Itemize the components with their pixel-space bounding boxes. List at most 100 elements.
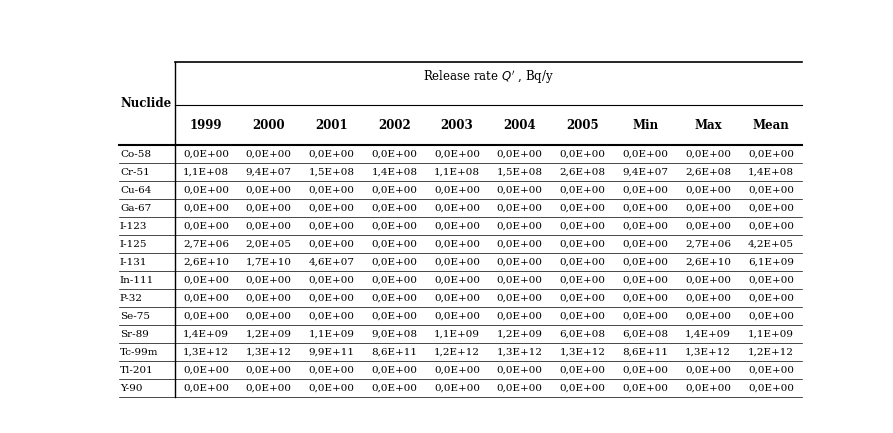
Text: 1,4E+08: 1,4E+08	[748, 168, 794, 177]
Text: 0,0E+00: 0,0E+00	[685, 312, 731, 321]
Text: Mean: Mean	[753, 119, 789, 132]
Text: 1,4E+08: 1,4E+08	[371, 168, 417, 177]
Text: 1,4E+09: 1,4E+09	[685, 330, 731, 339]
Text: 0,0E+00: 0,0E+00	[560, 240, 605, 249]
Text: 1,2E+12: 1,2E+12	[434, 348, 480, 357]
Text: 0,0E+00: 0,0E+00	[183, 294, 229, 303]
Text: 1,2E+12: 1,2E+12	[748, 348, 794, 357]
Text: Cu-64: Cu-64	[120, 186, 151, 195]
Text: 0,0E+00: 0,0E+00	[622, 204, 668, 213]
Text: 4,6E+07: 4,6E+07	[309, 258, 355, 267]
Text: 0,0E+00: 0,0E+00	[685, 150, 731, 159]
Text: 0,0E+00: 0,0E+00	[309, 204, 355, 213]
Text: I-123: I-123	[120, 222, 147, 231]
Text: 2000: 2000	[253, 119, 285, 132]
Text: 1,1E+09: 1,1E+09	[309, 330, 355, 339]
Text: 0,0E+00: 0,0E+00	[183, 186, 229, 195]
Text: Ga-67: Ga-67	[120, 204, 151, 213]
Text: 0,0E+00: 0,0E+00	[434, 186, 480, 195]
Text: 0,0E+00: 0,0E+00	[183, 276, 229, 285]
Text: 2,6E+10: 2,6E+10	[685, 258, 731, 267]
Text: Max: Max	[695, 119, 722, 132]
Text: 0,0E+00: 0,0E+00	[622, 312, 668, 321]
Text: 0,0E+00: 0,0E+00	[434, 312, 480, 321]
Text: 0,0E+00: 0,0E+00	[560, 294, 605, 303]
Text: 0,0E+00: 0,0E+00	[497, 240, 543, 249]
Text: 0,0E+00: 0,0E+00	[497, 186, 543, 195]
Text: 0,0E+00: 0,0E+00	[371, 258, 417, 267]
Text: 0,0E+00: 0,0E+00	[685, 366, 731, 375]
Text: 0,0E+00: 0,0E+00	[560, 204, 605, 213]
Text: I-131: I-131	[120, 258, 147, 267]
Text: 0,0E+00: 0,0E+00	[371, 312, 417, 321]
Text: 0,0E+00: 0,0E+00	[371, 186, 417, 195]
Text: 0,0E+00: 0,0E+00	[371, 222, 417, 231]
Text: 0,0E+00: 0,0E+00	[309, 150, 355, 159]
Text: 0,0E+00: 0,0E+00	[309, 384, 355, 393]
Text: 1,1E+08: 1,1E+08	[183, 168, 229, 177]
Text: 1,3E+12: 1,3E+12	[497, 348, 543, 357]
Text: 0,0E+00: 0,0E+00	[497, 312, 543, 321]
Text: 0,0E+00: 0,0E+00	[685, 186, 731, 195]
Text: 0,0E+00: 0,0E+00	[560, 186, 605, 195]
Text: 0,0E+00: 0,0E+00	[748, 204, 794, 213]
Text: 0,0E+00: 0,0E+00	[748, 186, 794, 195]
Text: 0,0E+00: 0,0E+00	[748, 150, 794, 159]
Text: 0,0E+00: 0,0E+00	[246, 186, 292, 195]
Text: 0,0E+00: 0,0E+00	[622, 384, 668, 393]
Text: 0,0E+00: 0,0E+00	[622, 366, 668, 375]
Text: 1,3E+12: 1,3E+12	[685, 348, 731, 357]
Text: 9,4E+07: 9,4E+07	[622, 168, 668, 177]
Text: 4,2E+05: 4,2E+05	[748, 240, 794, 249]
Text: P-32: P-32	[120, 294, 143, 303]
Text: 0,0E+00: 0,0E+00	[685, 276, 731, 285]
Text: 0,0E+00: 0,0E+00	[748, 222, 794, 231]
Text: 1,4E+09: 1,4E+09	[183, 330, 229, 339]
Text: 1,1E+08: 1,1E+08	[434, 168, 480, 177]
Text: 1,2E+09: 1,2E+09	[246, 330, 292, 339]
Text: 0,0E+00: 0,0E+00	[748, 366, 794, 375]
Text: 1,5E+08: 1,5E+08	[309, 168, 355, 177]
Text: 1,1E+09: 1,1E+09	[748, 330, 794, 339]
Text: 2005: 2005	[566, 119, 599, 132]
Text: 0,0E+00: 0,0E+00	[434, 384, 480, 393]
Text: 0,0E+00: 0,0E+00	[434, 222, 480, 231]
Text: 0,0E+00: 0,0E+00	[622, 150, 668, 159]
Text: Min: Min	[632, 119, 658, 132]
Text: 0,0E+00: 0,0E+00	[560, 384, 605, 393]
Text: 0,0E+00: 0,0E+00	[622, 240, 668, 249]
Text: 2,7E+06: 2,7E+06	[183, 240, 229, 249]
Text: 0,0E+00: 0,0E+00	[560, 222, 605, 231]
Text: 2002: 2002	[378, 119, 411, 132]
Text: 0,0E+00: 0,0E+00	[434, 240, 480, 249]
Text: 0,0E+00: 0,0E+00	[497, 150, 543, 159]
Text: 0,0E+00: 0,0E+00	[622, 258, 668, 267]
Text: 0,0E+00: 0,0E+00	[246, 366, 292, 375]
Text: 0,0E+00: 0,0E+00	[434, 294, 480, 303]
Text: 0,0E+00: 0,0E+00	[685, 222, 731, 231]
Text: 0,0E+00: 0,0E+00	[622, 294, 668, 303]
Text: 0,0E+00: 0,0E+00	[560, 276, 605, 285]
Text: 0,0E+00: 0,0E+00	[246, 222, 292, 231]
Text: 0,0E+00: 0,0E+00	[622, 222, 668, 231]
Text: 0,0E+00: 0,0E+00	[309, 312, 355, 321]
Text: 1,5E+08: 1,5E+08	[497, 168, 543, 177]
Text: 6,0E+08: 6,0E+08	[560, 330, 605, 339]
Text: 0,0E+00: 0,0E+00	[497, 258, 543, 267]
Text: In-111: In-111	[120, 276, 154, 285]
Text: 1,3E+12: 1,3E+12	[560, 348, 605, 357]
Text: 0,0E+00: 0,0E+00	[309, 294, 355, 303]
Text: 0,0E+00: 0,0E+00	[497, 204, 543, 213]
Text: Co-58: Co-58	[120, 150, 151, 159]
Text: 0,0E+00: 0,0E+00	[183, 384, 229, 393]
Text: Cr-51: Cr-51	[120, 168, 150, 177]
Text: 9,0E+08: 9,0E+08	[371, 330, 417, 339]
Text: 0,0E+00: 0,0E+00	[497, 384, 543, 393]
Text: 0,0E+00: 0,0E+00	[371, 150, 417, 159]
Text: 0,0E+00: 0,0E+00	[246, 204, 292, 213]
Text: I-125: I-125	[120, 240, 147, 249]
Text: 2,6E+10: 2,6E+10	[183, 258, 229, 267]
Text: 2003: 2003	[441, 119, 473, 132]
Text: 0,0E+00: 0,0E+00	[371, 240, 417, 249]
Text: 0,0E+00: 0,0E+00	[246, 150, 292, 159]
